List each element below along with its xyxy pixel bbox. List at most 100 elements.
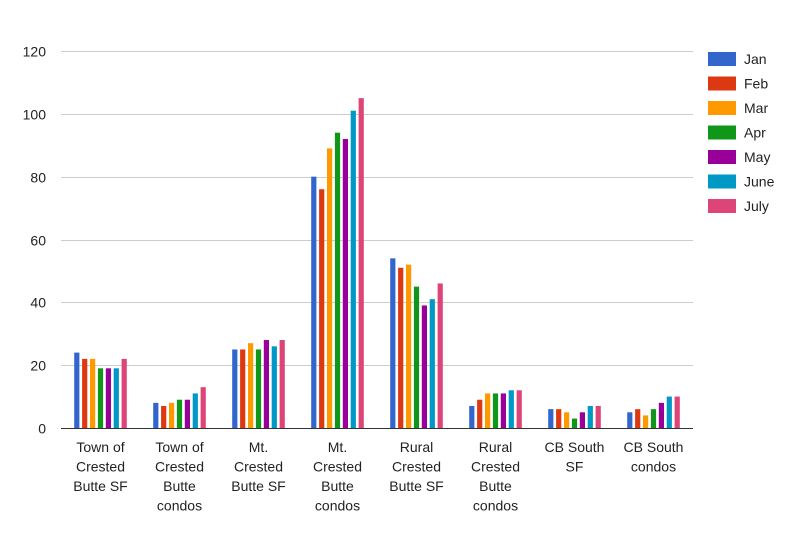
legend-label-may: May: [744, 149, 770, 165]
bar-may-2: [263, 340, 269, 428]
x-tick-label-line: Crested: [76, 459, 125, 475]
x-tick-label-line: Crested: [313, 459, 362, 475]
bar-may-0: [105, 368, 111, 428]
x-tick-label-line: Town of: [76, 439, 124, 455]
legend-swatch-june: [708, 174, 736, 189]
x-tick-label-line: condos: [473, 498, 518, 514]
bar-june-4: [429, 299, 435, 428]
bar-mar-6: [564, 412, 570, 428]
bar-apr-7: [650, 409, 657, 428]
bar-jan-6: [548, 409, 554, 428]
x-tick-label-line: Rural: [479, 439, 512, 455]
bar-apr-3: [334, 132, 341, 428]
x-tick-label: Town of Crested Butte SF: [73, 439, 127, 494]
legend-label-apr: Apr: [744, 125, 766, 141]
bar-may-7: [658, 402, 664, 428]
bar-july-7: [674, 396, 680, 428]
x-tick-label-line: Crested: [471, 459, 520, 475]
x-tick-label-line: Mt.: [249, 439, 268, 455]
legend-swatch-mar: [708, 101, 736, 115]
y-tick-label: 100: [23, 107, 47, 123]
legend-label-feb: Feb: [744, 76, 768, 92]
x-tick-label-line: CB South: [624, 439, 684, 455]
bar-july-3: [358, 98, 364, 429]
x-tick-label-line: Butte SF: [231, 478, 285, 494]
bar-july-0: [121, 358, 127, 428]
bar-mar-1: [169, 402, 175, 428]
legend-swatch-feb: [708, 76, 736, 91]
x-tick-label: Mt. Crested Butte SF: [231, 439, 285, 494]
x-tick-label: Town of Crested Butte condos: [155, 439, 204, 514]
bar-feb-5: [477, 399, 483, 428]
bar-may-5: [500, 393, 506, 428]
x-tick-label-line: Butte: [321, 478, 354, 494]
x-tick-label: Rural Crested Butte condos: [471, 439, 520, 514]
x-tick-label-line: Mt.: [328, 439, 347, 455]
bar-may-3: [342, 138, 348, 428]
bar-jan-1: [153, 402, 159, 428]
gridlines: [61, 51, 693, 366]
bar-mar-5: [485, 393, 491, 428]
x-tick-label-line: condos: [315, 498, 360, 514]
y-tick-label: 120: [23, 44, 47, 60]
bar-june-1: [192, 393, 198, 428]
x-tick-label-line: SF: [566, 459, 584, 475]
x-tick-label-line: condos: [631, 459, 676, 475]
bar-jan-4: [390, 258, 396, 428]
x-tick-label: Mt. Crested Butte condos: [313, 439, 362, 514]
y-axis-ticks: 0 20 40 60 80 100 120: [23, 44, 47, 437]
bar-apr-5: [492, 393, 499, 428]
legend: Jan Feb Mar Apr May June July: [708, 51, 775, 214]
x-tick-label-line: Town of: [155, 439, 203, 455]
bar-july-2: [279, 340, 285, 428]
bar-june-6: [587, 406, 593, 428]
bar-feb-4: [398, 267, 404, 428]
x-axis-ticks: Town of Crested Butte SF Town of Crested Butt…: [73, 439, 683, 514]
bar-jan-0: [74, 352, 80, 428]
bar-july-1: [200, 387, 206, 428]
bar-may-1: [184, 399, 190, 428]
bar-jan-5: [469, 406, 475, 428]
x-tick-label-line: Rural: [400, 439, 433, 455]
x-tick-label-line: Crested: [392, 459, 441, 475]
bar-may-4: [421, 305, 427, 428]
bar-june-2: [271, 346, 277, 428]
bar-may-6: [579, 412, 585, 428]
bar-june-5: [508, 390, 514, 428]
bar-apr-4: [413, 286, 420, 429]
bar-apr-6: [571, 418, 578, 428]
x-tick-label-line: condos: [157, 498, 202, 514]
x-tick-label-line: CB South: [545, 439, 605, 455]
x-tick-label-line: Crested: [234, 459, 283, 475]
legend-label-july: July: [744, 198, 769, 214]
x-tick-label-line: Butte SF: [389, 478, 443, 494]
bar-mar-2: [248, 343, 254, 428]
x-tick-label-line: Butte: [479, 478, 512, 494]
x-tick-label: CB South condos: [624, 439, 684, 475]
bar-apr-2: [255, 349, 262, 428]
bar-june-7: [666, 396, 672, 428]
bar-feb-2: [240, 349, 246, 428]
bar-feb-6: [556, 409, 562, 428]
x-tick-label: Rural Crested Butte SF: [389, 439, 443, 494]
bar-june-0: [113, 368, 119, 428]
bar-apr-0: [97, 368, 104, 428]
x-tick-label-line: Butte: [163, 478, 196, 494]
bar-june-3: [350, 110, 356, 428]
bar-july-6: [595, 406, 601, 428]
legend-swatch-jan: [708, 52, 736, 66]
bar-mar-3: [327, 148, 333, 428]
x-tick-label-line: Crested: [155, 459, 204, 475]
y-tick-label: 80: [30, 170, 46, 186]
legend-swatch-may: [708, 150, 736, 164]
bar-mar-0: [90, 358, 96, 428]
x-tick-label: CB South SF: [545, 439, 605, 475]
bar-july-5: [516, 390, 522, 428]
bars: [74, 98, 680, 429]
y-tick-label: 20: [30, 358, 46, 374]
bar-feb-0: [82, 358, 88, 428]
bar-feb-1: [161, 406, 167, 428]
legend-label-mar: Mar: [744, 100, 768, 116]
